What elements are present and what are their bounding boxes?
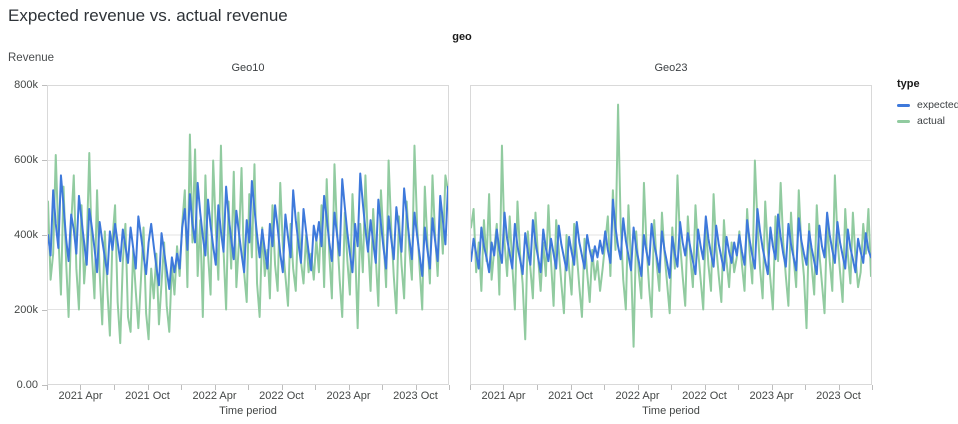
x-tick-label: 2021 Oct — [548, 390, 593, 402]
x-tick-mark — [737, 385, 739, 390]
legend-label-expected: expected — [917, 99, 958, 111]
x-axis-ticks — [47, 385, 450, 390]
x-tick-mark — [214, 385, 216, 390]
y-tick-label: 200k — [14, 304, 38, 316]
x-tick-mark — [771, 385, 773, 390]
x-tick-mark — [382, 385, 383, 390]
x-tick-mark — [47, 385, 48, 390]
x-tick-label: 2023 Oct — [816, 390, 861, 402]
x-tick-label: 2022 Oct — [682, 390, 727, 402]
x-tick-mark — [314, 385, 316, 390]
legend: type expected actual — [897, 78, 958, 129]
panel-title-geo10: Geo10 — [231, 62, 265, 74]
y-tick-label: 400k — [14, 229, 38, 241]
plot-area-geo23[interactable] — [470, 85, 872, 385]
x-tick-mark — [838, 385, 840, 390]
x-tick-label: 2022 Apr — [615, 390, 660, 402]
page-title: Expected revenue vs. actual revenue — [8, 6, 288, 25]
x-tick-mark — [570, 385, 572, 390]
y-axis-ticks: 800k 600k 400k 200k 0.00 — [0, 79, 47, 391]
x-tick-mark — [503, 385, 505, 390]
y-tick-mark — [42, 385, 47, 386]
legend-title: type — [897, 78, 920, 90]
x-tick-label: 2021 Apr — [58, 390, 103, 402]
line-chart-geo10[interactable] — [48, 86, 448, 384]
x-tick-mark — [470, 385, 471, 390]
line-chart-geo23[interactable] — [471, 86, 871, 384]
y-tick-mark — [42, 85, 47, 86]
x-tick-mark — [113, 385, 115, 390]
expected-series-line[interactable] — [48, 172, 448, 291]
x-axis-tick-labels: 2021 Apr 2021 Oct 2022 Apr 2022 Oct 2023 Apr… — [470, 390, 872, 403]
x-tick-mark — [180, 385, 182, 390]
actual-series-swatch-icon — [897, 119, 910, 123]
y-tick-mark — [42, 310, 47, 311]
x-tick-mark — [147, 385, 149, 390]
legend-item-actual[interactable]: actual — [897, 113, 957, 129]
facet-title: geo — [452, 31, 472, 43]
legend-label-actual: actual — [917, 115, 946, 127]
x-tick-mark — [872, 385, 873, 390]
expected-series-line[interactable] — [471, 198, 871, 279]
y-axis-title: Revenue — [8, 52, 55, 64]
x-axis-title: Time period — [219, 405, 277, 417]
x-tick-mark — [415, 385, 417, 390]
x-tick-mark — [671, 385, 672, 390]
panel-title-geo23: Geo23 — [654, 62, 688, 74]
x-tick-mark — [637, 385, 639, 390]
actual-series-line[interactable] — [48, 133, 448, 345]
x-tick-label: 2022 Apr — [192, 390, 237, 402]
x-tick-label: 2023 Oct — [393, 390, 438, 402]
plot-area-geo10[interactable] — [47, 85, 449, 385]
facet-panel-geo23: Geo23 2021 Apr 2021 Oct 2022 Apr 2022 Oct 20… — [470, 60, 873, 424]
y-tick-mark — [42, 235, 47, 236]
x-tick-mark — [805, 385, 806, 390]
x-tick-mark — [603, 385, 605, 390]
x-tick-mark — [281, 385, 283, 390]
x-tick-label: 2021 Oct — [125, 390, 170, 402]
y-tick-mark — [42, 160, 47, 161]
x-tick-mark — [80, 385, 82, 390]
x-tick-mark — [449, 385, 450, 390]
y-tick-label: 0.00 — [16, 379, 38, 391]
x-tick-label: 2023 Apr — [749, 390, 794, 402]
y-tick-label: 800k — [14, 79, 38, 91]
x-tick-label: 2021 Apr — [481, 390, 526, 402]
x-tick-label: 2023 Apr — [326, 390, 371, 402]
x-tick-mark — [704, 385, 706, 390]
actual-series-line[interactable] — [471, 103, 871, 348]
facet-panel-geo10: Geo10 2021 Apr 2021 Oct 2022 Apr 2022 Oct 20… — [47, 60, 450, 424]
x-tick-mark — [536, 385, 538, 390]
y-tick-label: 600k — [14, 154, 38, 166]
x-tick-mark — [348, 385, 350, 390]
x-tick-mark — [248, 385, 249, 390]
x-axis-ticks — [470, 385, 873, 390]
legend-item-expected[interactable]: expected — [897, 97, 958, 113]
x-tick-label: 2022 Oct — [259, 390, 304, 402]
expected-series-swatch-icon — [897, 103, 910, 107]
x-axis-tick-labels: 2021 Apr 2021 Oct 2022 Apr 2022 Oct 2023 Apr… — [47, 390, 449, 403]
x-axis-title: Time period — [642, 405, 700, 417]
